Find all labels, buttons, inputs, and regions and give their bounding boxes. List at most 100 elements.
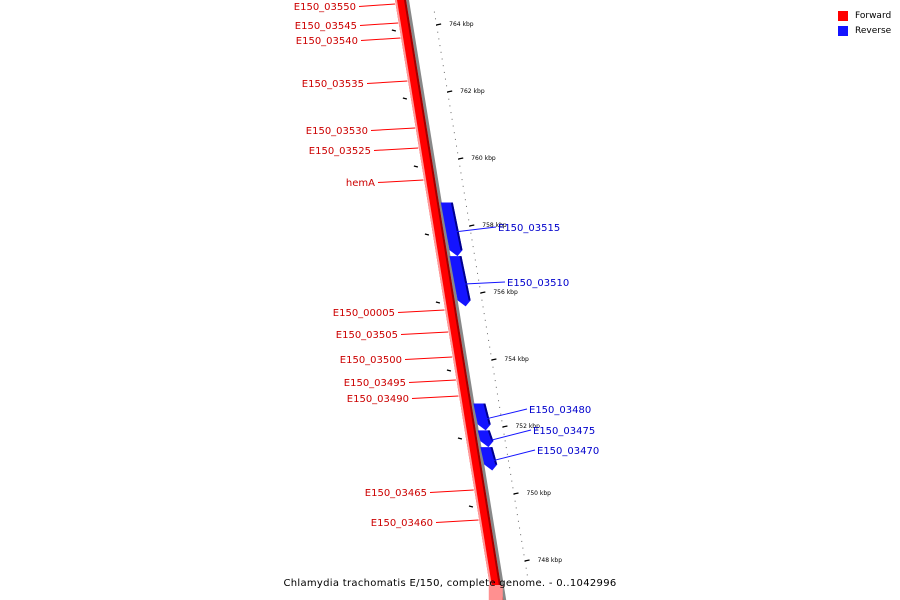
scale-minor-tick	[437, 31, 439, 33]
scale-tick-label: 756 kbp	[493, 289, 518, 296]
forward-gene-leader	[397, 309, 445, 313]
forward-gene-leader	[404, 356, 453, 360]
scale-minor-tick	[471, 239, 473, 241]
scale-major-tick	[491, 358, 497, 361]
scale-minor-tick	[504, 440, 506, 442]
forward-gene-label: E150_03500	[340, 355, 402, 366]
scale-minor-tick	[489, 346, 491, 348]
scale-minor-tick	[467, 212, 469, 214]
forward-swatch	[838, 10, 848, 21]
scale-minor-tick	[442, 65, 444, 67]
scale-minor-tick	[461, 179, 463, 181]
forward-gene-label: E150_03535	[302, 79, 364, 90]
forward-gene-leader	[400, 331, 449, 335]
scale-minor-tick	[499, 406, 501, 408]
scale-major-tick	[458, 157, 464, 160]
reverse-gene-label: E150_03510	[507, 278, 569, 289]
forward-strand-highlight	[395, 0, 495, 600]
scale-minor-tick	[479, 286, 481, 288]
scale-minor-tick	[511, 480, 513, 482]
reverse-gene-shadow	[450, 202, 463, 251]
forward-gene-leader	[429, 489, 474, 493]
forward-gene-leader	[373, 147, 419, 151]
scale-minor-tick	[468, 219, 470, 221]
scale-minor-tick	[506, 453, 508, 455]
forward-gene-leader	[370, 127, 416, 131]
scale-minor-tick	[448, 98, 450, 100]
forward-gene-leader	[366, 80, 408, 84]
strand-legend: Forward Reverse	[838, 8, 891, 38]
scale-minor-tick	[516, 514, 518, 516]
forward-gene-leader	[408, 379, 456, 383]
legend-item-forward: Forward	[838, 8, 891, 23]
forward-gene-label: E150_03460	[371, 518, 433, 529]
scale-minor-tick	[443, 71, 445, 73]
scale-minor-tick	[441, 58, 443, 60]
reverse-gene-label: E150_03480	[529, 405, 591, 416]
forward-gene-label: E150_03540	[296, 36, 358, 47]
scale-minor-tick	[463, 192, 465, 194]
scale-minor-tick	[450, 112, 452, 114]
forward-strand-shadow	[404, 0, 504, 600]
scale-minor-tick	[484, 319, 486, 321]
scale-minor-tick	[465, 205, 467, 207]
scale-minor-tick	[446, 85, 448, 87]
scale-minor-tick	[515, 507, 517, 509]
scale-minor-tick	[494, 380, 496, 382]
scale-minor-tick	[464, 199, 466, 201]
scale-minor-tick	[454, 138, 456, 140]
scale-tick-label: 748 kbp	[538, 557, 563, 564]
forward-gene-leader	[377, 179, 424, 183]
forward-gene-leader	[435, 519, 479, 523]
scale-minor-tick	[473, 252, 475, 254]
scale-tick-label: 750 kbp	[527, 490, 552, 497]
scale-tick-label: 760 kbp	[471, 155, 496, 162]
scale-tick-label: 758 kbp	[482, 222, 507, 229]
strand-boundary-tick	[457, 437, 463, 440]
scale-minor-tick	[486, 333, 488, 335]
reverse-swatch	[838, 25, 848, 36]
strand-boundary-tick	[446, 369, 452, 372]
scale-tick-label: 752 kbp	[515, 423, 540, 430]
reverse-gene-leader	[451, 226, 497, 233]
reverse-gene-label: E150_03470	[537, 446, 599, 457]
reverse-gene-shadow	[487, 430, 494, 442]
scale-minor-tick	[481, 299, 483, 301]
scale-minor-tick	[496, 393, 498, 395]
scale-minor-tick	[470, 232, 472, 234]
scale-minor-tick	[507, 460, 509, 462]
scale-minor-tick	[520, 534, 522, 536]
scale-major-tick	[436, 23, 442, 26]
reverse-gene-label: E150_03515	[498, 223, 560, 234]
forward-gene-label: E150_03545	[295, 21, 357, 32]
scale-tick-label: 764 kbp	[449, 21, 474, 28]
scale-minor-tick	[488, 339, 490, 341]
scale-minor-tick	[456, 145, 458, 147]
strand-boundary-tick	[424, 233, 430, 236]
legend-label-reverse: Reverse	[855, 25, 892, 36]
scale-minor-tick	[478, 279, 480, 281]
scale-minor-tick	[457, 152, 459, 154]
scale-tick-label: 762 kbp	[460, 88, 485, 95]
forward-gene-label: E150_03495	[344, 378, 406, 389]
forward-gene-label: E150_03525	[309, 146, 371, 157]
scale-minor-tick	[495, 386, 497, 388]
scale-minor-tick	[440, 51, 442, 53]
forward-strand-end	[488, 585, 503, 600]
scale-minor-tick	[514, 500, 516, 502]
scale-minor-tick	[435, 18, 437, 20]
genome-caption: Chlamydia trachomatis E/150, complete ge…	[283, 578, 617, 589]
scale-minor-tick	[444, 78, 446, 80]
scale-minor-tick	[523, 554, 525, 556]
scale-minor-tick	[433, 11, 435, 13]
scale-minor-tick	[510, 473, 512, 475]
scale-minor-tick	[521, 540, 523, 542]
forward-strand-strip	[395, 0, 504, 600]
forward-gene-leader	[359, 22, 399, 26]
forward-gene-leader	[360, 37, 401, 41]
scale-minor-tick	[475, 266, 477, 268]
scale-minor-tick	[449, 105, 451, 107]
scale-minor-tick	[477, 272, 479, 274]
reverse-gene-leader	[459, 281, 506, 285]
